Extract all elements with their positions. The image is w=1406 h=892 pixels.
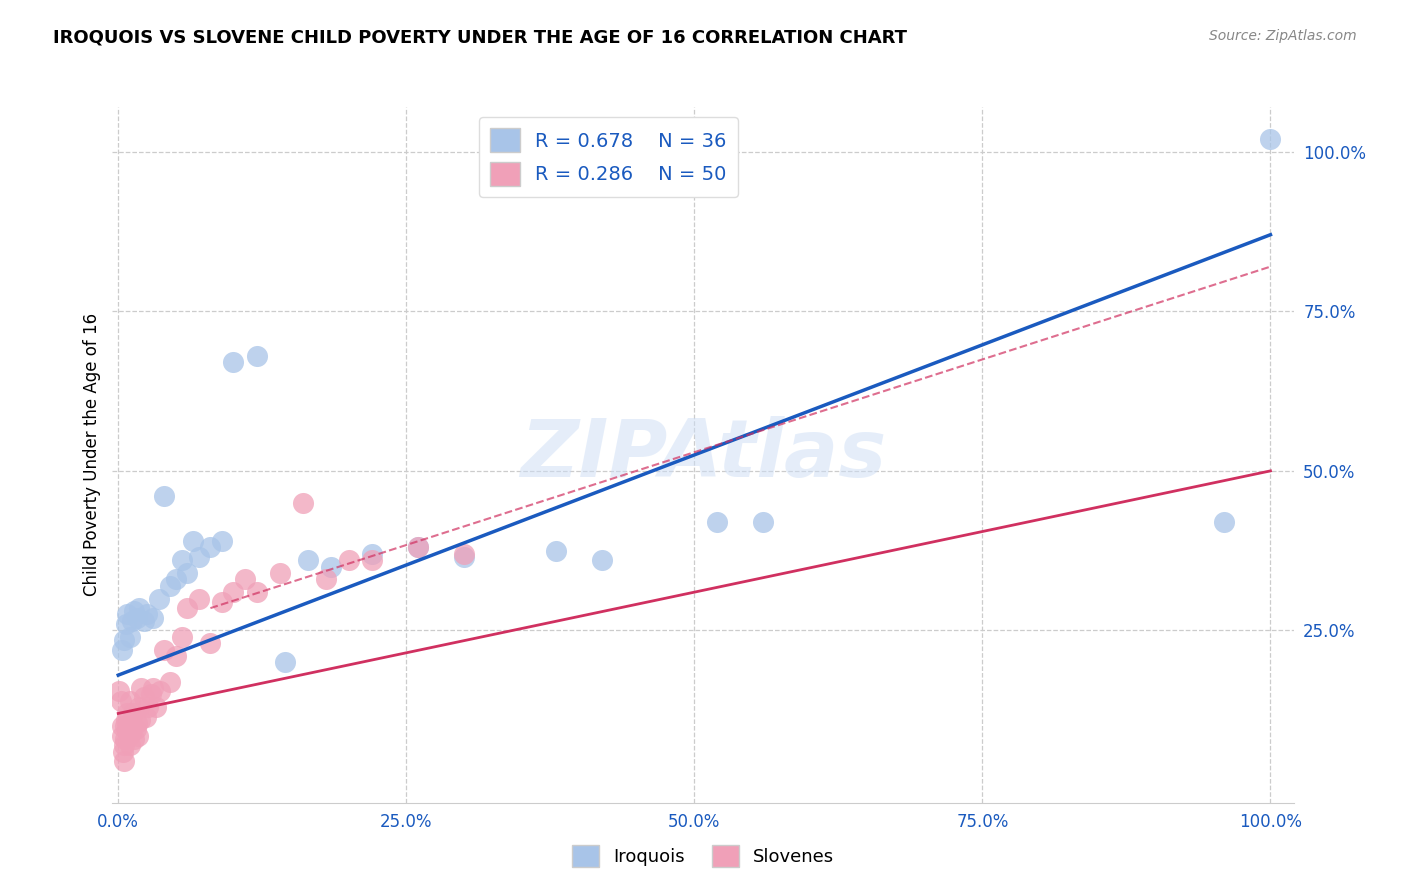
- Point: [121, 614, 143, 628]
- Point: [274, 656, 297, 670]
- Point: [111, 719, 134, 733]
- Point: [321, 559, 343, 574]
- Point: [114, 719, 136, 733]
- Point: [200, 636, 222, 650]
- Point: [125, 716, 148, 731]
- Point: [453, 547, 475, 561]
- Point: [112, 633, 135, 648]
- Point: [159, 579, 181, 593]
- Point: [211, 595, 233, 609]
- Point: [176, 601, 198, 615]
- Y-axis label: Child Poverty Under the Age of 16: Child Poverty Under the Age of 16: [83, 313, 101, 597]
- Point: [142, 681, 165, 695]
- Point: [222, 355, 245, 369]
- Point: [360, 553, 382, 567]
- Point: [453, 549, 475, 564]
- Point: [752, 515, 775, 529]
- Point: [129, 681, 152, 695]
- Point: [124, 604, 146, 618]
- Point: [546, 543, 568, 558]
- Point: [108, 684, 131, 698]
- Point: [200, 541, 222, 555]
- Point: [315, 573, 337, 587]
- Point: [121, 719, 143, 733]
- Point: [132, 690, 155, 705]
- Point: [181, 534, 204, 549]
- Point: [245, 585, 267, 599]
- Point: [406, 541, 429, 555]
- Point: [297, 553, 319, 567]
- Point: [118, 694, 141, 708]
- Point: [117, 607, 139, 622]
- Point: [706, 515, 728, 529]
- Point: [165, 573, 187, 587]
- Point: [128, 601, 150, 615]
- Point: [118, 630, 141, 644]
- Point: [115, 617, 138, 632]
- Point: [117, 723, 139, 737]
- Point: [132, 614, 155, 628]
- Point: [118, 739, 141, 753]
- Point: [117, 706, 139, 721]
- Point: [114, 731, 136, 746]
- Point: [187, 549, 209, 564]
- Point: [165, 648, 187, 663]
- Point: [170, 630, 193, 644]
- Point: [122, 706, 145, 721]
- Point: [159, 674, 181, 689]
- Point: [136, 607, 159, 622]
- Point: [148, 591, 170, 606]
- Point: [406, 541, 429, 555]
- Point: [153, 490, 176, 504]
- Point: [176, 566, 198, 580]
- Point: [1213, 515, 1236, 529]
- Point: [233, 573, 256, 587]
- Point: [142, 610, 165, 624]
- Point: [125, 610, 148, 624]
- Point: [127, 729, 149, 743]
- Text: ZIPAtlas: ZIPAtlas: [520, 416, 886, 494]
- Point: [136, 700, 159, 714]
- Point: [337, 553, 360, 567]
- Point: [110, 694, 132, 708]
- Point: [112, 754, 135, 768]
- Text: Source: ZipAtlas.com: Source: ZipAtlas.com: [1209, 29, 1357, 43]
- Point: [112, 739, 135, 753]
- Point: [1260, 132, 1282, 146]
- Point: [111, 729, 134, 743]
- Point: [170, 553, 193, 567]
- Point: [124, 723, 146, 737]
- Point: [245, 349, 267, 363]
- Point: [135, 709, 157, 723]
- Point: [145, 700, 167, 714]
- Point: [111, 642, 134, 657]
- Point: [139, 687, 162, 701]
- Point: [360, 547, 382, 561]
- Point: [222, 585, 245, 599]
- Point: [187, 591, 209, 606]
- Point: [211, 534, 233, 549]
- Legend: Iroquois, Slovenes: Iroquois, Slovenes: [564, 838, 842, 874]
- Point: [149, 684, 172, 698]
- Point: [591, 553, 613, 567]
- Point: [117, 729, 139, 743]
- Point: [269, 566, 291, 580]
- Point: [129, 713, 152, 727]
- Legend: R = 0.678    N = 36, R = 0.286    N = 50: R = 0.678 N = 36, R = 0.286 N = 50: [479, 117, 738, 197]
- Text: IROQUOIS VS SLOVENE CHILD POVERTY UNDER THE AGE OF 16 CORRELATION CHART: IROQUOIS VS SLOVENE CHILD POVERTY UNDER …: [53, 29, 907, 46]
- Point: [291, 496, 314, 510]
- Point: [115, 713, 138, 727]
- Point: [111, 745, 134, 759]
- Point: [120, 725, 142, 739]
- Point: [153, 642, 176, 657]
- Point: [128, 700, 150, 714]
- Point: [124, 731, 146, 746]
